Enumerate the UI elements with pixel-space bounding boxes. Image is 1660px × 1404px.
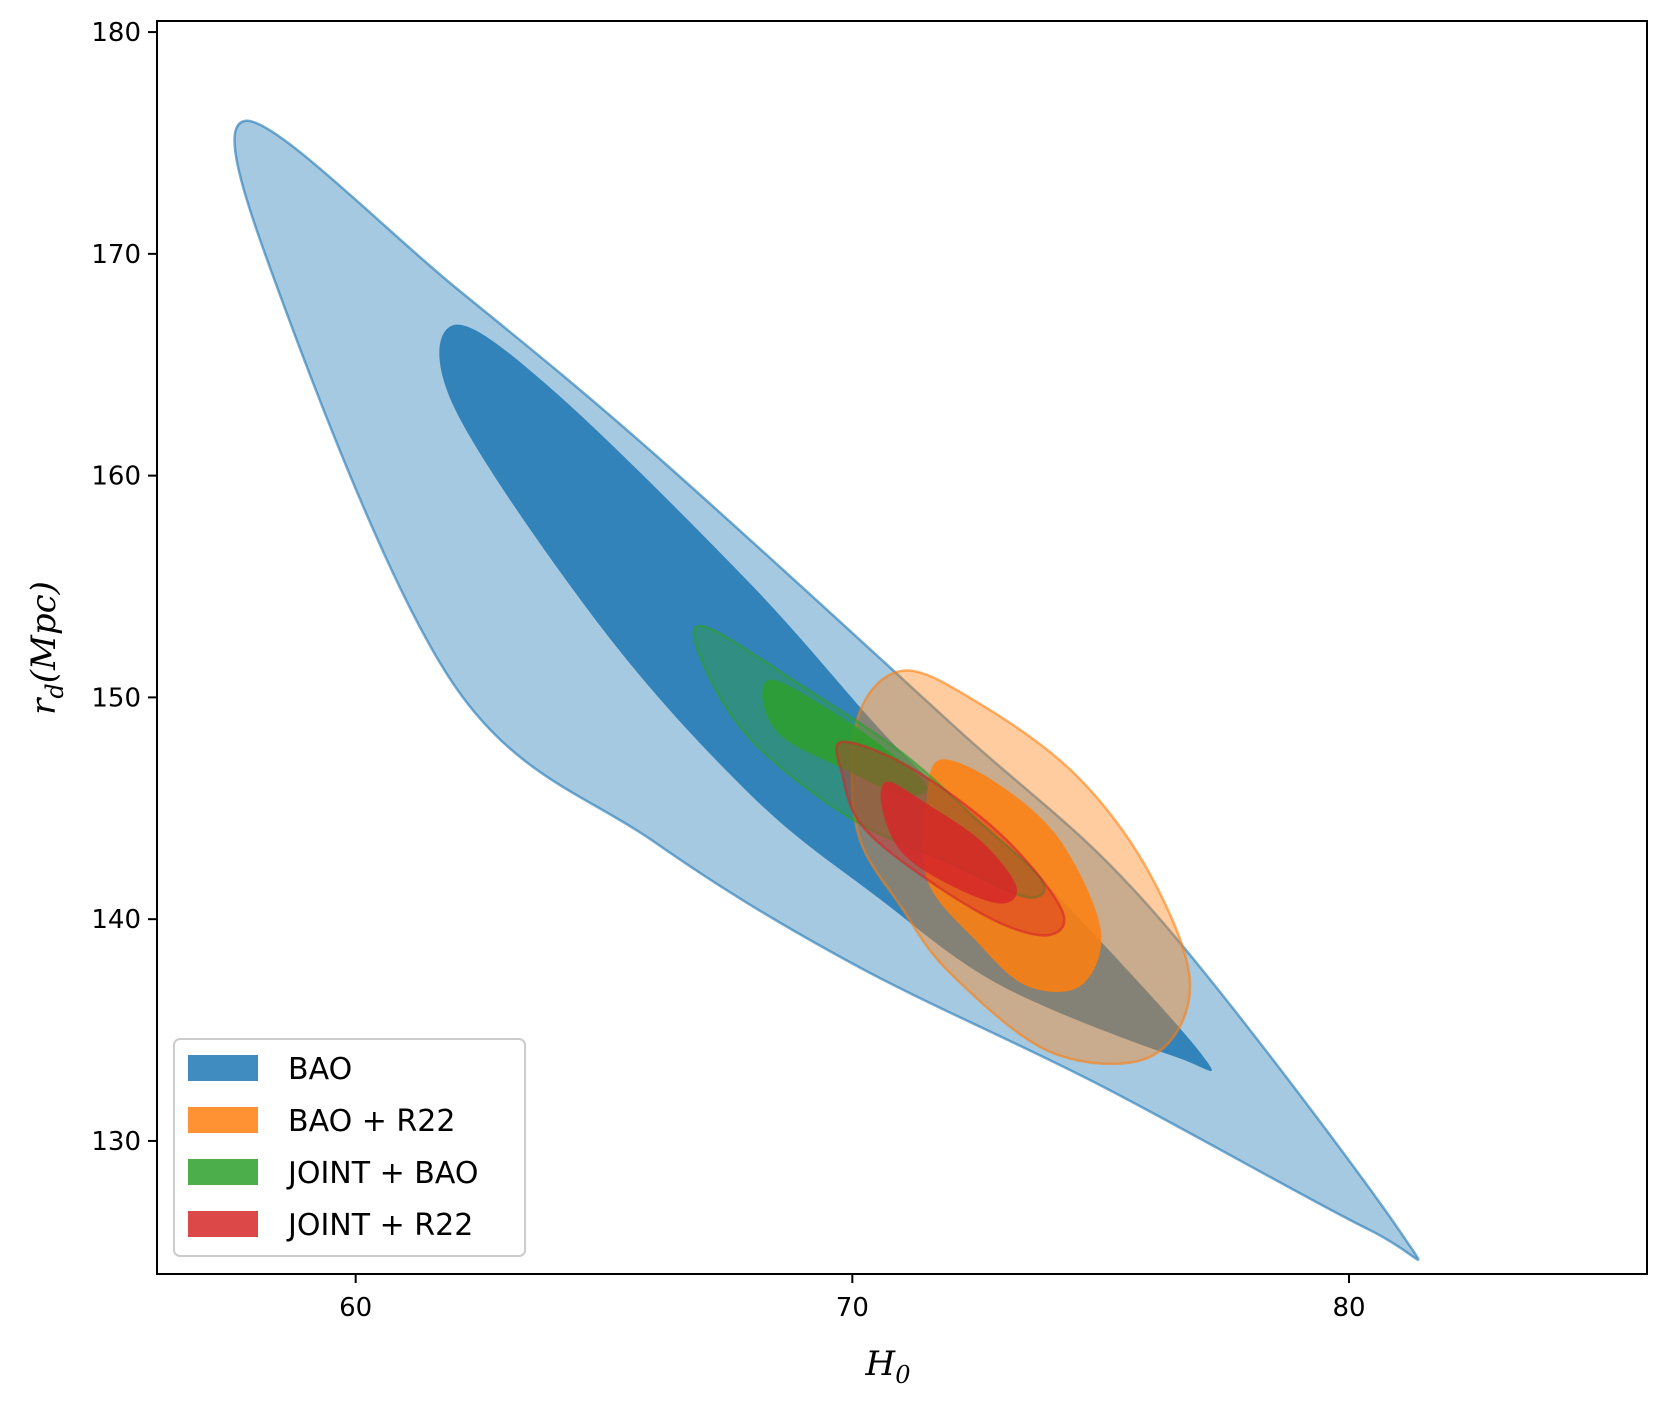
legend-label-bao: BAO	[288, 1052, 352, 1087]
y-tick-label: 170	[91, 240, 141, 270]
y-tick-label: 160	[91, 462, 141, 492]
x-tick-label: 60	[339, 1293, 372, 1323]
legend-box	[173, 1038, 526, 1257]
y-tick-label: 140	[91, 905, 141, 935]
x-axis: 60 70 80	[339, 1274, 1366, 1323]
contour-layer	[233, 119, 1420, 1261]
legend: BAO BAO + R22 JOINT + BAO JOINT + R22	[173, 1038, 526, 1257]
x-axis-label: H0	[865, 1344, 911, 1389]
plot-frame	[156, 20, 1648, 1275]
y-tick-label: 180	[91, 18, 141, 48]
y-axis-label: rd(Mpc)	[24, 581, 69, 715]
legend-swatch-joint-r22	[188, 1211, 258, 1237]
contour-joint-bao-inner	[762, 679, 928, 796]
x-tick-label: 80	[1332, 1293, 1365, 1323]
contour-joint-r22-inner	[880, 781, 1017, 904]
y-axis: 130 140 150 160 170 180	[91, 18, 157, 1157]
legend-swatch-joint-bao	[188, 1159, 258, 1185]
y-tick-label: 130	[91, 1127, 141, 1157]
legend-swatch-bao	[188, 1055, 258, 1081]
legend-label-joint-bao: JOINT + BAO	[286, 1156, 478, 1191]
legend-label-joint-r22: JOINT + R22	[286, 1208, 473, 1243]
x-tick-label: 70	[836, 1293, 869, 1323]
y-tick-label: 150	[91, 683, 141, 713]
legend-swatch-bao-r22	[188, 1107, 258, 1133]
legend-label-bao-r22: BAO + R22	[288, 1104, 455, 1139]
